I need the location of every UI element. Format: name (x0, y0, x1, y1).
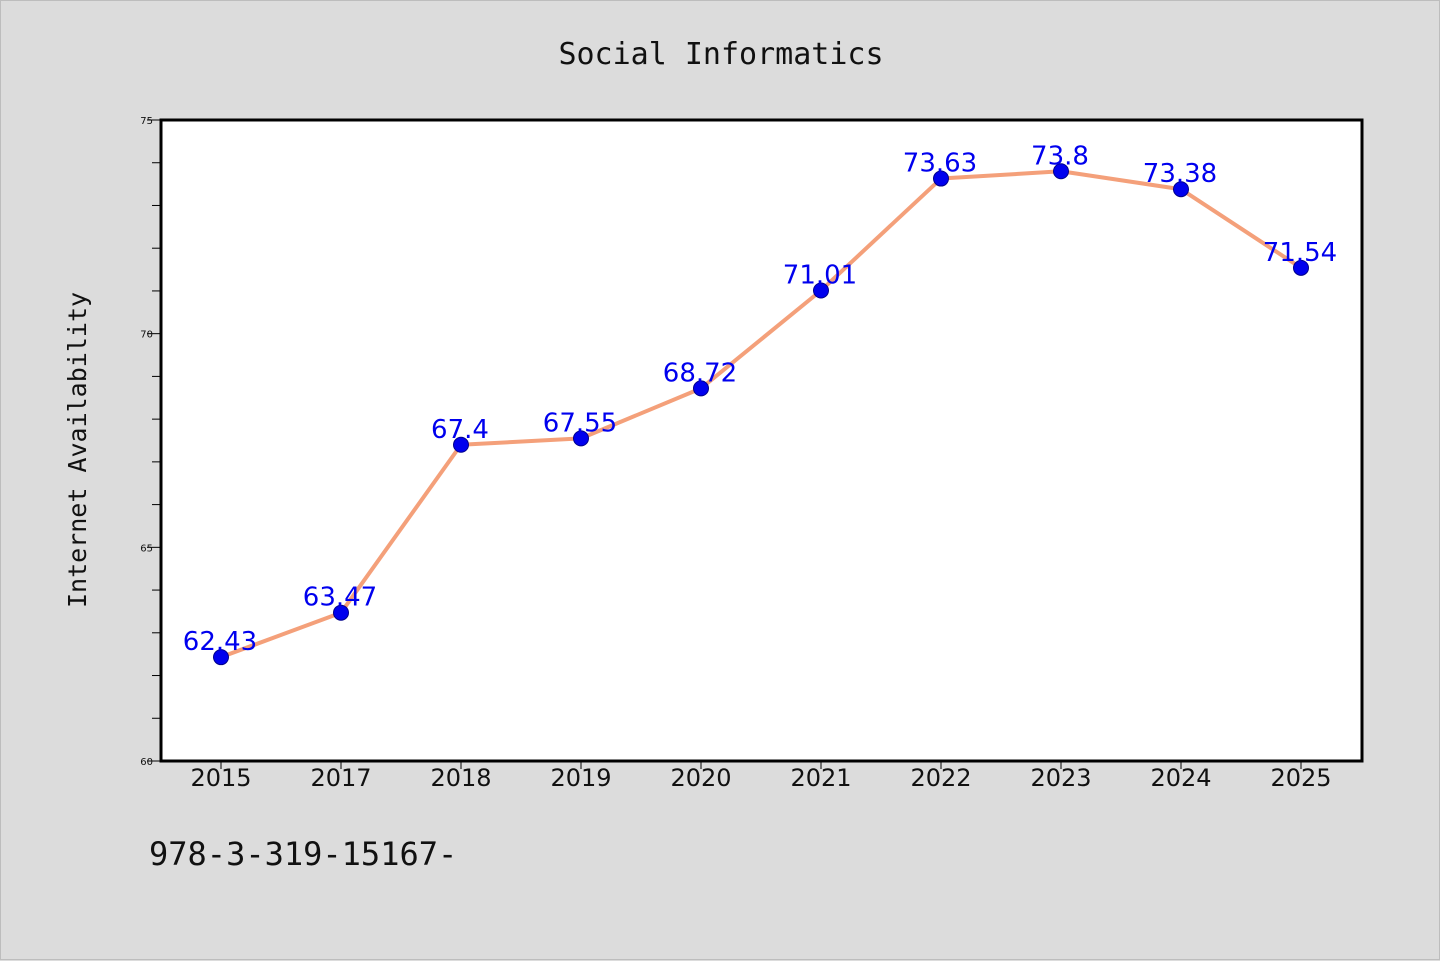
y-tick-label: 70 (140, 330, 153, 341)
data-label: 71.54 (1263, 238, 1337, 268)
data-label: 62.43 (183, 627, 257, 657)
x-tick-label: 2017 (310, 764, 371, 792)
data-label: 73.63 (903, 149, 977, 179)
x-tick-label: 2019 (550, 764, 611, 792)
data-label: 63.47 (303, 583, 377, 613)
plot-border (159, 118, 1364, 763)
series-line (220, 169, 1303, 660)
data-point (333, 604, 349, 621)
data-label: 67.4 (431, 415, 489, 445)
data-markers (213, 163, 1309, 666)
y-tick-label: 75 (140, 116, 153, 127)
data-point (933, 170, 949, 187)
data-label: 67.55 (543, 408, 617, 438)
x-axis: 2015 2017 2018 2019 2020 2021 2022 2023 2024 2025 (190, 761, 1332, 792)
data-point (1293, 259, 1309, 276)
y-tick-label: 65 (140, 543, 153, 554)
footer-text: 978-3-319-15167- (149, 835, 457, 873)
y-axis-label: Internet Availability (63, 292, 92, 608)
x-tick-label: 2023 (1030, 764, 1091, 792)
data-label: 73.8 (1031, 141, 1089, 171)
x-tick-label: 2021 (790, 764, 851, 792)
chart-title: Social Informatics (558, 37, 883, 72)
data-label: 73.38 (1143, 159, 1217, 189)
x-tick-label: 2018 (430, 764, 491, 792)
x-tick-label: 2022 (910, 764, 971, 792)
plot-area (161, 120, 1362, 761)
x-tick-label: 2015 (190, 764, 251, 792)
data-point (1053, 163, 1069, 180)
data-point (213, 649, 229, 666)
data-label: 68.72 (663, 358, 737, 388)
y-tick-label: 60 (140, 757, 153, 768)
x-tick-label: 2024 (1150, 764, 1211, 792)
data-point (453, 436, 469, 453)
x-tick-label: 2020 (670, 764, 731, 792)
data-point (1173, 181, 1189, 198)
data-point (813, 282, 829, 299)
data-labels: 62.43 63.47 67.4 67.55 68.72 71.01 73.63 73.8 73… (183, 141, 1337, 657)
data-point (693, 380, 709, 397)
x-tick-label: 2025 (1270, 764, 1331, 792)
y-axis: 60 65 70 75 (140, 116, 161, 768)
data-label: 71.01 (783, 261, 857, 291)
data-point (573, 430, 589, 447)
